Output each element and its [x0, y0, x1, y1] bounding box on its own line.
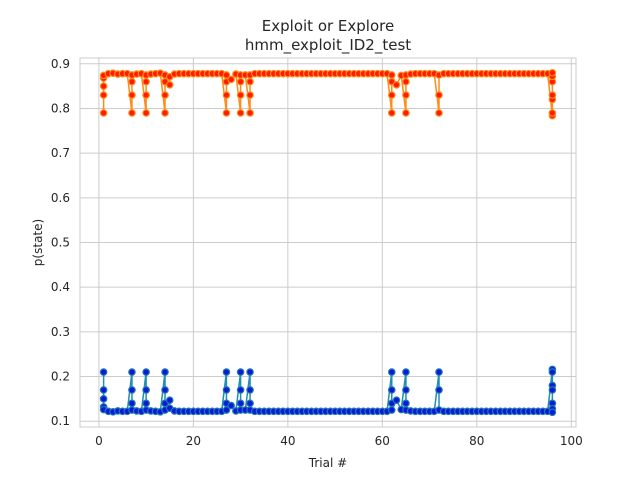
series-2-point — [222, 406, 231, 414]
series-2-point — [236, 399, 245, 408]
series-1-point — [142, 109, 150, 117]
y-tick-label: 0.4 — [51, 280, 70, 294]
series-layer — [99, 68, 557, 417]
series-2-point — [246, 368, 254, 376]
series-2-point — [99, 368, 108, 376]
y-tick-label: 0.9 — [51, 57, 70, 71]
x-tick-label: 80 — [469, 434, 484, 448]
series-2-point — [128, 399, 136, 408]
series-2-point — [142, 368, 150, 376]
series-2-point — [392, 396, 401, 405]
series-2-point — [222, 386, 231, 394]
series-1-point — [142, 77, 150, 86]
series-1-point — [236, 91, 245, 99]
series-1-point — [128, 91, 136, 99]
series-2-point — [161, 386, 169, 394]
series-2-point — [435, 368, 443, 376]
series-2-point — [387, 406, 396, 414]
series-1-point — [222, 71, 231, 79]
series-1-point — [392, 81, 401, 89]
chart-subtitle: hmm_exploit_ID2_test — [245, 36, 411, 55]
y-tick-label: 0.8 — [51, 101, 70, 115]
series-2-point — [548, 368, 557, 376]
y-axis-label: p(state) — [31, 219, 45, 266]
series-2-point — [128, 386, 136, 394]
y-tick-label: 0.2 — [51, 370, 70, 384]
series-1-point — [99, 82, 108, 90]
series-2-point — [142, 386, 150, 394]
series-2-point — [165, 396, 174, 405]
series-1-point — [222, 91, 231, 99]
series-1-point — [236, 77, 245, 86]
series-2-point — [548, 408, 557, 417]
series-1-point — [435, 91, 443, 99]
series-2-point — [222, 368, 231, 376]
series-1-point — [227, 75, 235, 84]
series-2-point — [402, 399, 410, 408]
series-1-point — [387, 71, 396, 79]
series-1-point — [128, 77, 136, 86]
series-1-point — [435, 109, 443, 117]
series-1-point — [222, 109, 231, 117]
plot-frame — [79, 57, 577, 428]
series-2-point — [402, 386, 410, 394]
series-1-point — [246, 109, 254, 117]
grid — [80, 58, 576, 427]
y-tick-label: 0.5 — [51, 236, 70, 250]
x-tick-label: 40 — [280, 434, 295, 448]
series-2-point — [402, 368, 410, 376]
series-1-point — [99, 109, 108, 117]
series-1-point — [99, 91, 108, 99]
x-tick-label: 60 — [375, 434, 390, 448]
series-2-point — [227, 401, 235, 410]
series-1-point — [548, 109, 557, 117]
series-2-point — [236, 386, 245, 394]
chart-title: Exploit or Explore — [262, 17, 394, 35]
series-1-point — [246, 77, 254, 86]
series-1-point — [387, 91, 396, 99]
x-axis-label: Trial # — [308, 456, 347, 470]
series-2-point — [246, 386, 254, 394]
series-1-point — [128, 109, 136, 117]
series-2-point — [99, 386, 108, 394]
series-2-point — [548, 386, 557, 394]
y-tick-label: 0.7 — [51, 146, 70, 160]
series-1-point — [402, 109, 410, 117]
series-1-point — [548, 91, 557, 99]
series-2-point — [161, 368, 169, 376]
y-tick-label: 0.6 — [51, 191, 70, 205]
y-axis-ticks: 0.1 0.2 0.3 0.4 0.5 0.6 0.7 0.8 0.9 — [51, 57, 70, 428]
x-tick-label: 100 — [560, 434, 583, 448]
series-1-point — [402, 91, 410, 99]
series-1-point — [387, 109, 396, 117]
x-tick-label: 0 — [95, 434, 103, 448]
x-tick-label: 20 — [186, 434, 201, 448]
series-2-point — [128, 368, 136, 376]
x-axis-ticks: 0 20 40 60 80 100 — [95, 434, 583, 448]
series-1-point — [165, 81, 174, 89]
series-2-point — [236, 368, 245, 376]
series-1-point — [236, 109, 245, 117]
series-1-point — [246, 91, 254, 99]
series-1-point — [161, 91, 169, 99]
series-2-point — [99, 395, 108, 403]
series-2-point — [387, 368, 396, 376]
y-tick-label: 0.1 — [51, 414, 70, 428]
series-1-point — [161, 109, 169, 117]
series-1-point — [402, 77, 410, 86]
series-2-point — [435, 386, 443, 394]
series-1-point — [142, 91, 150, 99]
series-2-point — [142, 399, 150, 408]
series-2-point — [387, 386, 396, 394]
series-2-point — [246, 399, 254, 408]
y-tick-label: 0.3 — [51, 325, 70, 339]
series-1-point — [548, 68, 557, 77]
